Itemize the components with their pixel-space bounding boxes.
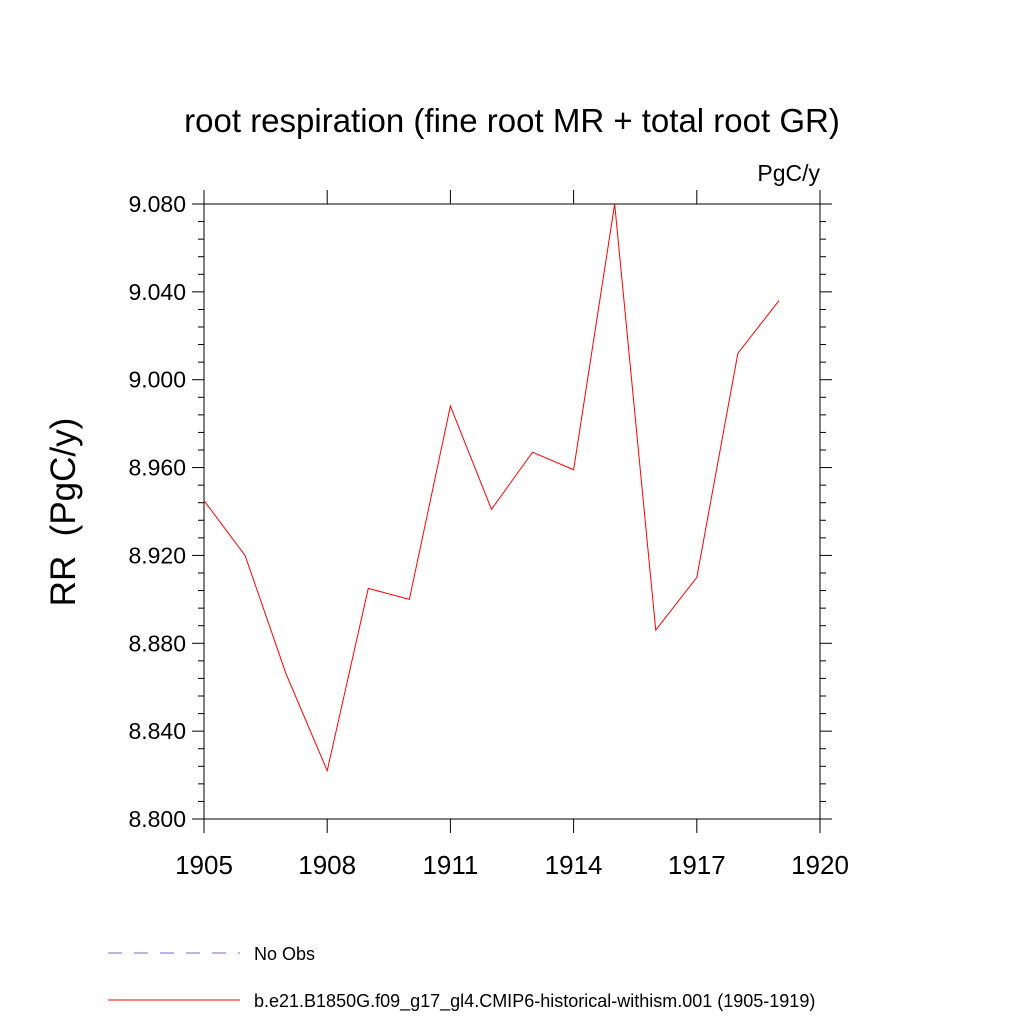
data-point	[696, 576, 698, 578]
units-label: PgC/y	[757, 160, 820, 186]
legend-label-no-obs: No Obs	[254, 944, 315, 964]
x-tick-label: 1905	[175, 850, 233, 880]
y-tick-label: 8.880	[128, 630, 186, 656]
data-point	[367, 587, 369, 589]
data-point	[778, 300, 780, 302]
x-tick-label: 1914	[545, 850, 603, 880]
x-tick-label: 1911	[422, 850, 478, 880]
y-axis-label: RR (PgC/y)	[44, 418, 83, 607]
data-point	[614, 203, 616, 205]
data-point	[408, 598, 410, 600]
y-tick-label: 8.960	[128, 455, 186, 481]
data-point	[532, 451, 534, 453]
y-tick-label: 8.840	[128, 718, 186, 744]
series-line	[203, 203, 780, 773]
x-tick-label: 1917	[668, 850, 726, 880]
chart-title: root respiration (fine root MR + total r…	[184, 102, 840, 139]
data-point	[655, 629, 657, 631]
data-point	[203, 500, 205, 502]
data-point	[737, 352, 739, 354]
data-point	[573, 469, 575, 471]
data-point	[285, 673, 287, 675]
x-tick-label: 1920	[791, 850, 849, 880]
data-point	[449, 405, 451, 407]
plot-frame	[203, 203, 821, 820]
y-tick-label: 8.800	[128, 806, 186, 832]
y-tick-label: 9.000	[128, 367, 186, 393]
legend-label-model: b.e21.B1850G.f09_g17_gl4.CMIP6-historica…	[254, 991, 815, 1012]
y-tick-label: 9.080	[128, 191, 186, 217]
y-tick-label: 9.040	[128, 279, 186, 305]
y-tick-label: 8.920	[128, 542, 186, 568]
data-point	[326, 770, 328, 772]
legend: No Obs b.e21.B1850G.f09_g17_gl4.CMIP6-hi…	[108, 944, 815, 1012]
x-tick-label: 1908	[298, 850, 356, 880]
data-point	[490, 508, 492, 510]
data-point	[244, 554, 246, 556]
